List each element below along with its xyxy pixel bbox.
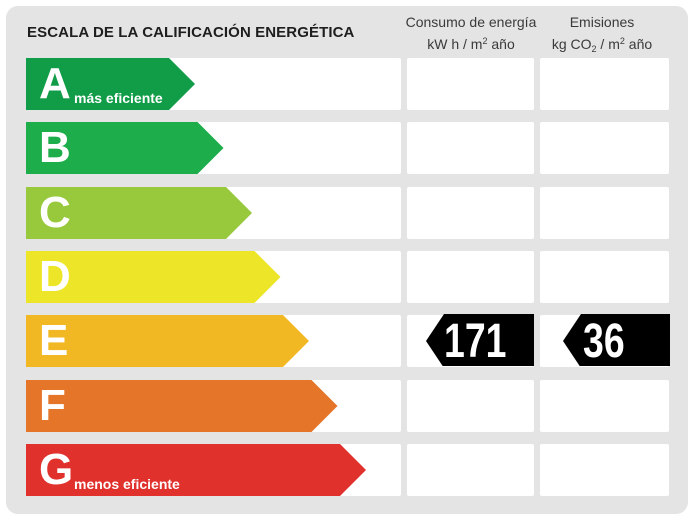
rating-letter-g: G — [39, 445, 74, 494]
rating-arrow-b — [26, 122, 224, 174]
column-header-emisiones: Emisiones kg CO2 / m2 año — [540, 13, 664, 59]
emisiones-value: 36 — [583, 315, 625, 368]
emisiones-cell-g — [540, 444, 669, 496]
rating-arrow-c — [26, 187, 252, 239]
emisiones-cell-f — [540, 380, 669, 432]
emisiones-value-pointer — [563, 314, 670, 366]
consumo-cell-a — [407, 58, 534, 110]
column-header-consumo: Consumo de energía kW h / m2 año — [403, 13, 539, 54]
rating-sublabel-g: menos eficiente — [74, 476, 180, 492]
emisiones-cell-d — [540, 251, 669, 303]
consumo-cell-b — [407, 122, 534, 174]
consumo-cell-g — [407, 444, 534, 496]
emisiones-cell-b — [540, 122, 669, 174]
rating-arrow-f — [26, 380, 338, 432]
rating-letter-c: C — [39, 188, 71, 237]
emisiones-cell-c — [540, 187, 669, 239]
rating-letter-b: B — [39, 123, 71, 172]
rating-letter-d: D — [39, 252, 71, 301]
rating-arrow-d — [26, 251, 281, 303]
emisiones-header-line2: kg CO2 / m2 año — [551, 36, 653, 54]
rating-arrow-a — [26, 58, 195, 110]
consumo-cell-d — [407, 251, 534, 303]
consumo-cell-c — [407, 187, 534, 239]
rating-letter-e: E — [39, 316, 69, 365]
rating-letter-a: A — [39, 59, 71, 108]
rating-arrow-e — [26, 315, 309, 367]
consumo-header-line2: kW h / m2 año — [427, 36, 515, 52]
emisiones-header-line1: Emisiones — [569, 14, 635, 30]
label-title: ESCALA DE LA CALIFICACIÓN ENERGÉTICA — [27, 24, 355, 41]
consumo-value-pointer — [426, 314, 534, 366]
rating-arrow-g — [26, 444, 366, 496]
consumo-value: 171 — [444, 315, 507, 368]
rating-letter-f: F — [39, 381, 66, 430]
emisiones-cell-a — [540, 58, 669, 110]
consumo-header-line1: Consumo de energía — [405, 14, 537, 30]
rating-sublabel-a: más eficiente — [74, 90, 163, 106]
consumo-cell-f — [407, 380, 534, 432]
